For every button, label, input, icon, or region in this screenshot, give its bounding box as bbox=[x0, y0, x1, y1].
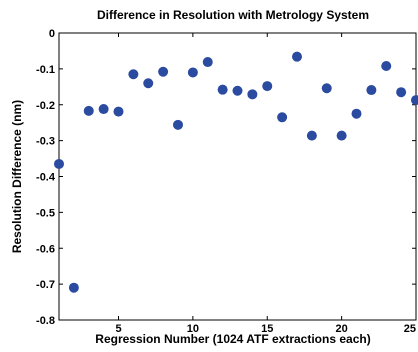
y-tick-label: -0.5 bbox=[36, 207, 55, 219]
y-tick-label: -0.2 bbox=[36, 100, 55, 112]
data-point bbox=[128, 69, 139, 80]
data-point bbox=[351, 108, 362, 119]
x-tick-label: 10 bbox=[187, 323, 199, 335]
chart-title: Difference in Resolution with Metrology … bbox=[97, 8, 369, 22]
data-point bbox=[98, 104, 109, 115]
y-tick-label: -0.6 bbox=[36, 243, 55, 255]
data-point bbox=[232, 85, 243, 96]
x-tick-label: 20 bbox=[336, 323, 348, 335]
data-point bbox=[306, 130, 317, 141]
data-point bbox=[247, 89, 258, 100]
data-point bbox=[68, 282, 79, 293]
data-point bbox=[83, 105, 94, 116]
data-point bbox=[381, 61, 392, 72]
data-point bbox=[158, 66, 169, 77]
data-point bbox=[292, 51, 302, 62]
data-point bbox=[396, 87, 407, 98]
data-point bbox=[336, 130, 347, 141]
x-axis: 5 10 15 20 25 bbox=[115, 33, 417, 335]
y-tick-label: -0.1 bbox=[36, 64, 55, 76]
y-tick-label: -0.3 bbox=[36, 136, 55, 148]
y-tick-label: -0.7 bbox=[36, 279, 55, 291]
data-point bbox=[143, 78, 154, 89]
data-point bbox=[187, 67, 198, 78]
data-point bbox=[173, 119, 183, 130]
data-point bbox=[262, 81, 273, 92]
data-points bbox=[54, 51, 418, 293]
x-tick-label: 25 bbox=[404, 323, 416, 335]
x-tick-label: 5 bbox=[115, 323, 121, 335]
data-point bbox=[113, 106, 124, 117]
data-point bbox=[202, 57, 213, 68]
data-point bbox=[411, 95, 418, 106]
data-point bbox=[217, 84, 228, 95]
y-tick-label: -0.8 bbox=[36, 315, 55, 327]
x-axis-label: Regression Number (1024 ATF extractions … bbox=[95, 332, 370, 346]
y-tick-label: 0 bbox=[49, 28, 55, 40]
x-tick-label: 15 bbox=[261, 323, 273, 335]
data-point bbox=[54, 158, 64, 169]
y-tick-label: -0.4 bbox=[36, 172, 56, 184]
plot-area bbox=[58, 32, 417, 321]
y-axis: 0 -0.1 -0.2 -0.3 -0.4 -0.5 -0.6 -0.7 -0.8 bbox=[36, 28, 416, 327]
data-point bbox=[277, 112, 288, 123]
data-point bbox=[321, 83, 332, 94]
y-axis-label: Resolution Difference (nm) bbox=[10, 100, 24, 253]
data-point bbox=[366, 85, 377, 96]
